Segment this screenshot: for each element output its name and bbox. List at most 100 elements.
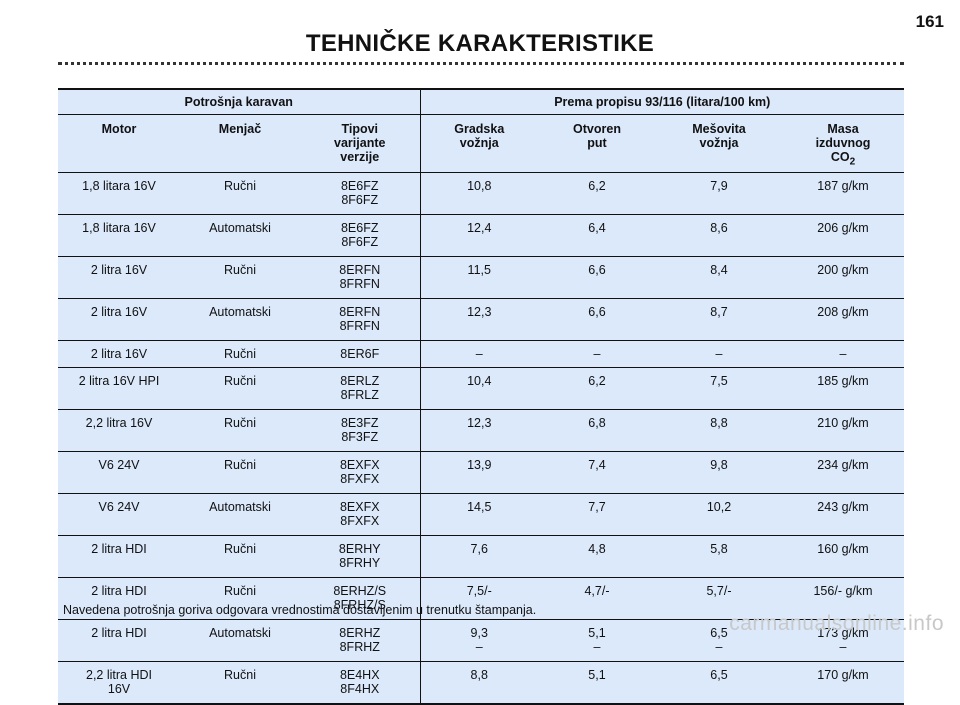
col-header-otvoren: Otvoren put — [538, 114, 656, 173]
cell-tip: 8ERHZ/S 8FRHZ/S — [300, 577, 420, 620]
cell-masa: 185 g/km — [782, 367, 905, 410]
cell-gradska: 7,6 — [419, 535, 538, 578]
group-header-left: Potrošnja karavan — [58, 90, 420, 115]
cell-otvoren-line: 6,4 — [588, 221, 606, 235]
cell-otvoren: 7,7 — [538, 493, 656, 536]
cell-gradska: 9,3– — [419, 619, 538, 662]
cell-motor-line: V6 24V — [98, 500, 140, 514]
cell-motor-line: 1,8 litara 16V — [82, 221, 156, 235]
cell-motor-line: 2 litra HDI — [91, 626, 147, 640]
col-header-mesovita: Mešovita vožnja — [656, 114, 782, 173]
cell-tip: 8E6FZ 8F6FZ — [300, 214, 420, 257]
cell-otvoren-line: 6,8 — [588, 416, 606, 430]
cell-motor-line: 2 litra 16V — [90, 305, 148, 319]
cell-masa-line: 210 g/km — [817, 416, 869, 430]
cell-tip: 8E4HX 8F4HX — [300, 662, 420, 704]
cell-masa-line: 206 g/km — [817, 221, 869, 235]
cell-otvoren-line: 6,2 — [588, 374, 606, 388]
cell-gradska-line: 12,4 — [467, 221, 492, 235]
cell-mesovita: 5,8 — [656, 535, 782, 578]
table-row: 2,2 litra 16V Ručni 8E3FZ 8F3FZ 12,3 6,8 8,8 21… — [58, 409, 905, 452]
cell-motor: 2 litra 16V — [58, 340, 180, 368]
cell-otvoren: 6,2 — [538, 172, 656, 215]
cell-masa: 187 g/km — [782, 172, 905, 215]
cell-gradska-line: 8,8 — [470, 668, 488, 682]
cell-mesovita: 8,7 — [656, 298, 782, 341]
cell-menjac: Ručni — [180, 451, 300, 494]
cell-gradska: 8,8 — [419, 661, 538, 703]
cell-gradska: 10,8 — [419, 172, 538, 215]
cell-tip-line: 8E6FZ — [340, 179, 379, 193]
cell-gradska-line: 10,4 — [467, 374, 492, 388]
cell-tip: 8E3FZ 8F3FZ — [300, 409, 420, 452]
cell-gradska: 10,4 — [419, 367, 538, 410]
cell-tip-line: 8EXFX — [339, 500, 380, 514]
cell-mesovita: 9,8 — [656, 451, 782, 494]
cell-mesovita-line: 7,9 — [710, 179, 728, 193]
cell-mesovita-line: 9,8 — [710, 458, 728, 472]
cell-otvoren-line: – — [593, 640, 601, 654]
cell-tip: 8ERLZ 8FRLZ — [300, 367, 420, 410]
cell-mesovita: 5,7/- — [656, 577, 782, 620]
cell-mesovita-line: 8,7 — [710, 305, 728, 319]
cell-masa-line: 156/- g/km — [813, 584, 873, 598]
cell-masa: 170 g/km — [782, 662, 904, 704]
cell-otvoren-line: 5,1 — [588, 668, 606, 682]
cell-tip-line: 8ERHZ — [339, 626, 381, 640]
cell-masa-line: – — [839, 347, 847, 361]
cell-menjac: Ručni — [180, 340, 300, 368]
cell-motor-line: 2 litra HDI — [91, 542, 147, 556]
cell-otvoren: 6,6 — [538, 298, 656, 341]
cell-tip: 8ER6F — [300, 340, 420, 368]
cell-otvoren-line: 4,8 — [588, 542, 606, 556]
cell-motor: 2 litra HDI — [58, 619, 180, 662]
cell-tip-line: 8E6FZ — [340, 221, 379, 235]
table-row: 2 litra HDI Ručni 8ERHY 8FRHY 7,6 4,8 5,8 160 g… — [58, 535, 905, 578]
cell-masa: 200 g/km — [782, 256, 905, 299]
cell-otvoren-line: 5,1 — [588, 626, 606, 640]
cell-tip-line: 8FRLZ — [340, 388, 379, 402]
cell-otvoren-line: 6,6 — [588, 263, 606, 277]
cell-masa-line: 160 g/km — [817, 542, 869, 556]
cell-tip-line: 8ERHY — [338, 542, 381, 556]
cell-masa-line: 170 g/km — [817, 668, 869, 682]
cell-tip-line: 8FXFX — [340, 514, 380, 528]
cell-gradska: 12,3 — [419, 409, 538, 452]
cell-gradska: 11,5 — [419, 256, 538, 299]
cell-masa: 206 g/km — [782, 214, 905, 257]
cell-motor: 2 litra 16V — [58, 298, 180, 341]
cell-gradska: 13,9 — [419, 451, 538, 494]
cell-gradska-line: 11,5 — [467, 263, 491, 277]
cell-tip: 8E6FZ 8F6FZ — [300, 172, 420, 215]
cell-motor: 2 litra HDI — [58, 535, 180, 578]
cell-otvoren: 7,4 — [538, 451, 656, 494]
cell-menjac: Automatski — [180, 493, 300, 536]
col-header-tipovi: Tipovi varijante verzije — [300, 114, 420, 173]
cell-menjac: Ručni — [180, 256, 300, 299]
col-header-masa: Masa izduvnog CO2 — [782, 114, 905, 173]
table-row: 2,2 litra HDI 16V Ručni 8E4HX 8F4HX 8,8 5,1 6,5… — [58, 661, 904, 704]
cell-mesovita-line: 7,5 — [710, 374, 728, 388]
cell-otvoren-line: 7,4 — [588, 458, 606, 472]
page-number: 161 — [915, 12, 944, 31]
cell-mesovita-line: – — [715, 347, 723, 361]
cell-mesovita-line: 5,7/- — [706, 584, 732, 598]
cell-motor-line: V6 24V — [98, 458, 140, 472]
cell-motor: V6 24V — [58, 493, 180, 536]
cell-menjac: Automatski — [180, 298, 300, 341]
cell-otvoren-line: 7,7 — [588, 500, 606, 514]
cell-otvoren: 4,7/- — [538, 577, 656, 620]
cell-gradska-line: 7,5/- — [466, 584, 492, 598]
cell-tip-line: 8ERLZ — [340, 374, 380, 388]
cell-tip: 8EXFX 8FXFX — [300, 493, 420, 536]
cell-otvoren: 5,1– — [538, 619, 656, 662]
cell-tip-line: 8FXFX — [340, 472, 380, 486]
cell-menjac: Ručni — [224, 668, 256, 682]
cell-mesovita: 10,2 — [656, 493, 782, 536]
cell-gradska: – — [419, 340, 538, 368]
cell-gradska-line: 7,6 — [470, 542, 488, 556]
cell-motor-line: 1,8 litara 16V — [82, 179, 156, 193]
table-row: 2 litra 16V HPI Ručni 8ERLZ 8FRLZ 10,4 6,2 7,5… — [58, 367, 905, 410]
cell-gradska: 14,5 — [419, 493, 538, 536]
cell-tip-line: 8F6FZ — [341, 235, 379, 249]
